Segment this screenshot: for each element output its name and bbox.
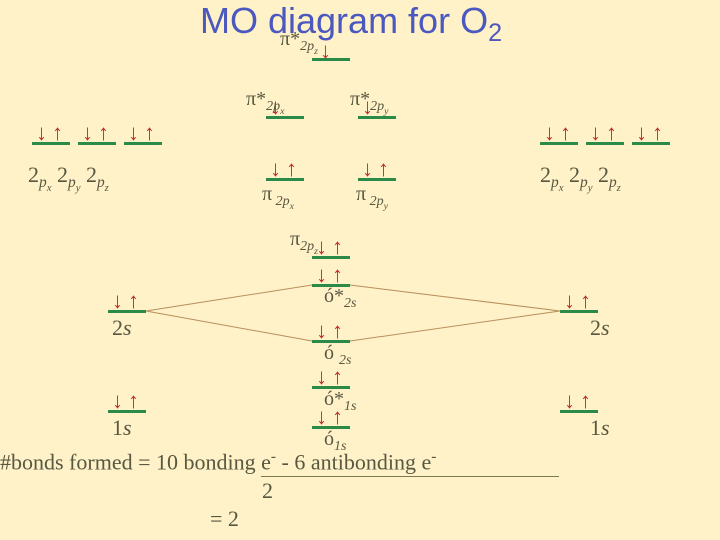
electron-up-icon: ↑ [128,390,139,412]
electron-down-icon: ↓ [316,236,327,258]
bond-order-line-1: #bonds formed = 10 bonding e- - 6 antibo… [0,448,436,475]
page-title: MO diagram for O2 [200,0,502,48]
electron-down-icon: ↓ [316,264,327,286]
mo-label-pi-star-2pz: π*2pz [280,28,318,57]
electron-down-icon: ↓ [362,158,373,180]
bond-order-fraction-bar [261,476,559,477]
electron-down-icon: ↓ [544,122,555,144]
electron-up-icon: ↑ [332,406,343,428]
ao-label-1s-right: 1s [590,415,610,441]
electron-up-icon: ↑ [332,236,343,258]
electron-up-icon: ↑ [144,122,155,144]
mo-label-sigma-star-2s: ó*2s [324,285,356,312]
electron-down-icon: ↓ [112,290,123,312]
electron-down-icon: ↓ [36,122,47,144]
mo-label-pi-2pz: π2pz [290,228,318,257]
electron-down-icon: ↓ [82,122,93,144]
energy-level [312,58,350,61]
electron-down-icon: ↓ [564,390,575,412]
bond-order-result: = 2 [210,506,239,532]
ao-label-2p-left: 2px 2py 2pz [28,162,109,194]
electron-down-icon: ↓ [112,390,123,412]
electron-up-icon: ↑ [332,264,343,286]
ao-label-2s-right: 2s [590,315,610,341]
electron-down-icon: ↓ [320,40,331,62]
electron-down-icon: ↓ [564,290,575,312]
electron-up-icon: ↑ [98,122,109,144]
electron-up-icon: ↑ [378,158,389,180]
electron-up-icon: ↑ [560,122,571,144]
mo-label-pi-2px: π 2px [262,183,294,212]
electron-up-icon: ↑ [580,290,591,312]
electron-up-icon: ↑ [286,158,297,180]
electron-down-icon: ↓ [270,96,281,118]
mo-label-pi-2py: π 2py [356,183,388,212]
electron-up-icon: ↑ [580,390,591,412]
ao-label-1s-left: 1s [112,415,132,441]
electron-down-icon: ↓ [128,122,139,144]
ao-label-2s-left: 2s [112,315,132,341]
electron-down-icon: ↓ [362,96,373,118]
electron-down-icon: ↓ [636,122,647,144]
electron-up-icon: ↑ [332,320,343,342]
electron-down-icon: ↓ [590,122,601,144]
electron-down-icon: ↓ [316,320,327,342]
electron-up-icon: ↑ [52,122,63,144]
electron-up-icon: ↑ [606,122,617,144]
ao-label-2p-right: 2px 2py 2pz [540,162,621,194]
electron-up-icon: ↑ [332,366,343,388]
electron-down-icon: ↓ [316,366,327,388]
bond-order-denominator: 2 [262,478,273,504]
electron-up-icon: ↑ [128,290,139,312]
electron-down-icon: ↓ [270,158,281,180]
electron-down-icon: ↓ [316,406,327,428]
electron-up-icon: ↑ [652,122,663,144]
